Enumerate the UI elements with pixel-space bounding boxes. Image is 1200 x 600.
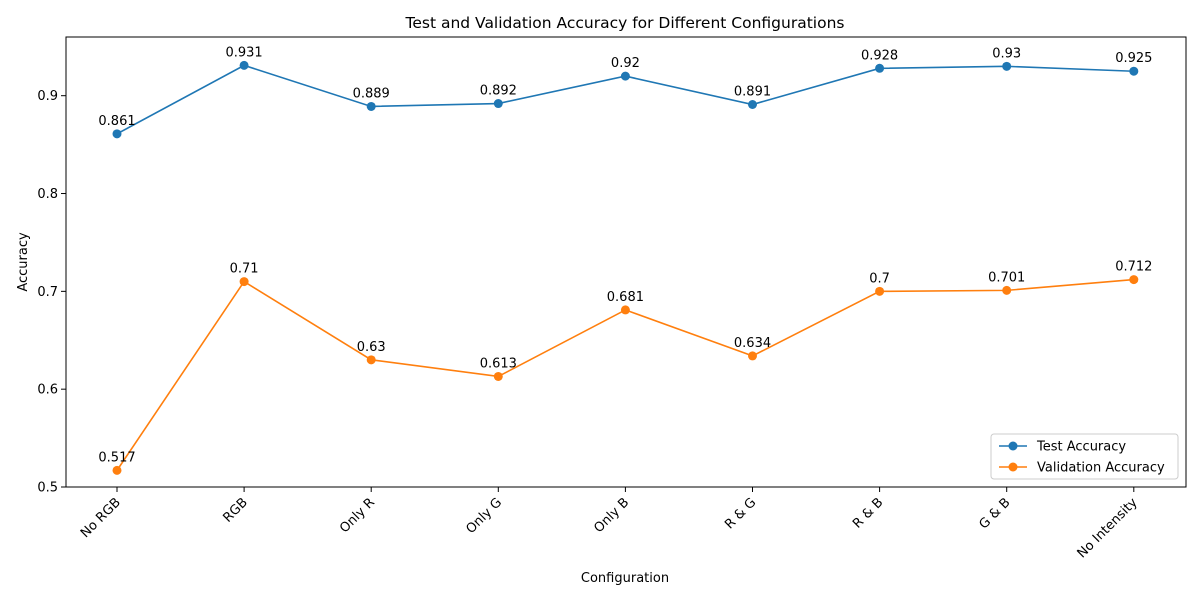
data-point: [875, 286, 885, 296]
y-axis: 0.5 0.6 0.7 0.8 0.9: [37, 89, 66, 496]
data-point: [366, 101, 376, 111]
x-tick-label: R & G: [722, 495, 759, 532]
legend: Test Accuracy Validation Accuracy: [990, 433, 1179, 480]
x-tick-label: RGB: [221, 495, 251, 525]
y-tick-label: 0.5: [37, 481, 58, 496]
data-point: [875, 63, 885, 73]
data-point: [1129, 66, 1139, 76]
data-label: 0.712: [1115, 260, 1152, 275]
data-label: 0.7: [869, 271, 890, 286]
data-label: 0.889: [353, 86, 390, 101]
legend-swatch-marker: [1008, 441, 1018, 451]
x-tick-label: R & B: [850, 495, 886, 531]
data-point: [112, 465, 122, 475]
data-labels: 0.861 0.931 0.889 0.892 0.92 0.891 0.928 0.93 0.…: [98, 45, 1152, 465]
y-tick-label: 0.9: [37, 89, 58, 104]
data-label: 0.517: [98, 450, 135, 465]
plot-area-border: [65, 36, 1187, 488]
x-tick-label: Only R: [337, 495, 378, 536]
data-label: 0.634: [734, 336, 771, 351]
data-point: [493, 371, 503, 381]
y-axis-label: Accuracy: [16, 232, 31, 292]
data-label: 0.891: [734, 85, 771, 100]
chart-title: Test and Validation Accuracy for Differe…: [405, 14, 845, 32]
series-group: [112, 60, 1139, 475]
data-label: 0.71: [230, 262, 259, 277]
y-tick-label: 0.6: [37, 383, 58, 398]
y-tick-label: 0.8: [37, 187, 58, 202]
data-point: [493, 99, 503, 109]
x-tick-label: No Intensity: [1075, 495, 1141, 561]
x-axis: No RGB RGB Only R Only G Only B R & G R & B G &…: [78, 487, 1141, 561]
x-tick-label: No RGB: [78, 495, 124, 541]
data-point: [1129, 275, 1139, 285]
legend-entry-label: Validation Accuracy: [1037, 461, 1165, 476]
legend-swatch-marker: [1008, 462, 1018, 472]
data-label: 0.92: [611, 56, 640, 71]
data-label: 0.63: [357, 340, 386, 355]
data-label: 0.925: [1115, 51, 1152, 66]
data-label: 0.928: [861, 48, 898, 63]
x-tick-label: G & B: [976, 495, 1013, 532]
data-label: 0.681: [607, 290, 644, 305]
data-point: [620, 71, 630, 81]
data-label: 0.892: [480, 84, 517, 99]
data-point: [1002, 61, 1012, 71]
data-point: [748, 100, 757, 109]
y-tick-label: 0.7: [37, 285, 58, 300]
legend-entry-label: Test Accuracy: [1036, 440, 1126, 455]
x-axis-label: Configuration: [581, 571, 669, 586]
data-label: 0.861: [98, 114, 135, 129]
legend-box: [990, 433, 1179, 480]
data-point: [239, 277, 249, 287]
data-point: [1002, 285, 1012, 295]
data-point: [239, 60, 249, 70]
data-label: 0.701: [988, 270, 1025, 285]
x-tick-label: Only G: [463, 495, 505, 537]
data-label: 0.931: [225, 45, 262, 60]
data-label: 0.613: [480, 356, 517, 371]
data-point: [748, 351, 757, 361]
plot-frame: [65, 36, 1187, 488]
data-label: 0.93: [992, 46, 1021, 61]
data-point: [620, 305, 630, 315]
data-point: [112, 129, 122, 139]
x-tick-label: Only B: [591, 495, 632, 536]
data-point: [366, 355, 376, 365]
